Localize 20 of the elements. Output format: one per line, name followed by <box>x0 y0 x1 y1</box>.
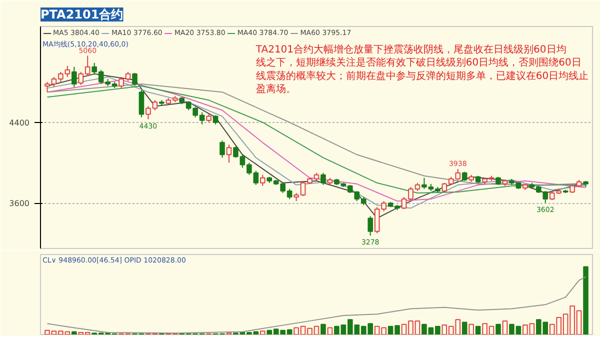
candlestick <box>138 90 144 118</box>
annotation: TA2101合约大幅增仓放量下挫震荡收阴线，尾盘收在日线级别60日均线之下，短期继续关注是否能有效下破日线级别60日均线，否则围绕60日线震荡的概率较大；前期在盘中参与反弹的短期多单，已建议在60日均线止盈离场。 <box>254 44 589 96</box>
bar <box>475 326 481 334</box>
candlestick <box>132 72 138 87</box>
candlestick <box>320 172 326 186</box>
y-tick-label: 3600 <box>9 199 30 208</box>
candlestick <box>212 114 218 125</box>
bar <box>72 331 77 334</box>
bar <box>496 324 501 334</box>
candlestick <box>72 66 77 88</box>
y-tick-label: 4400 <box>9 118 30 128</box>
candlestick <box>368 216 374 236</box>
candlestick <box>226 144 232 164</box>
bar <box>583 266 588 334</box>
bar <box>462 322 468 334</box>
candlestick <box>260 174 266 186</box>
candlestick <box>462 171 468 182</box>
bar <box>320 324 326 334</box>
chart-title: PTA2101合约 <box>40 8 124 22</box>
candlestick <box>220 140 225 158</box>
